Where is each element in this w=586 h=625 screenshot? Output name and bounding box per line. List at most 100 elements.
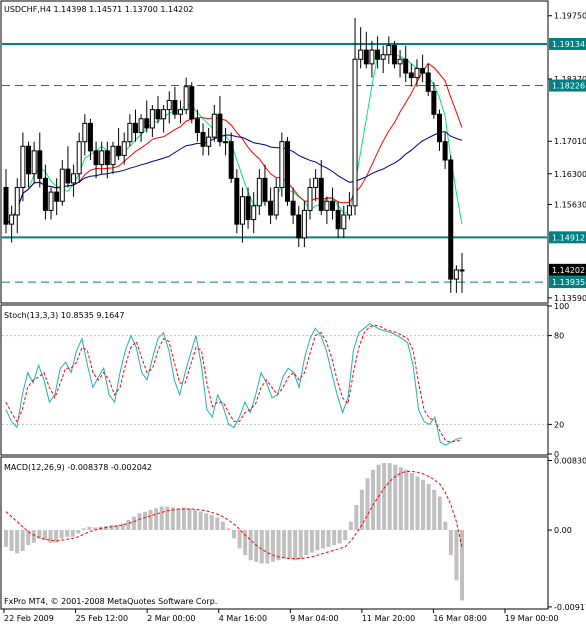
level-price-label: 1.18226 — [552, 82, 585, 91]
candle-body — [363, 49, 369, 65]
level-price-label: 1.19134 — [552, 40, 585, 49]
macd-histogram-bar — [315, 530, 320, 551]
stoch-panel-header: Stoch(13,3,3) 10.8535 9.1647 — [4, 311, 124, 320]
macd-histogram-bar — [282, 530, 287, 559]
candle-body — [31, 150, 37, 175]
candle-body — [42, 177, 48, 211]
macd-tick-label: 0.00 — [554, 526, 572, 535]
level-price-box — [549, 79, 586, 92]
candle-body — [104, 150, 110, 166]
candle-body — [71, 173, 77, 184]
macd-histogram-bar — [287, 530, 292, 559]
candle-body — [358, 49, 364, 60]
candle-body — [14, 186, 20, 216]
price-panel[interactable] — [2, 18, 547, 293]
macd-histogram-bar — [243, 530, 248, 556]
candle-body — [251, 205, 257, 221]
candle-body — [313, 177, 319, 188]
macd-histogram-bar — [15, 530, 20, 554]
candle-body — [284, 141, 290, 202]
macd-histogram-bar — [54, 530, 59, 543]
macd-histogram-bar — [159, 506, 164, 531]
time-tick-label: 4 Mar 16:00 — [219, 614, 267, 623]
macd-histogram-bar — [354, 504, 359, 531]
macd-histogram-bar — [131, 516, 136, 531]
level-price-box — [549, 37, 586, 50]
stochastic-panel[interactable] — [2, 323, 547, 446]
candle-body — [189, 86, 195, 120]
macd-histogram-bar — [409, 473, 414, 531]
candle-body — [166, 99, 172, 111]
candle-body — [138, 118, 144, 134]
candle-body — [178, 109, 184, 115]
candle-body — [341, 214, 347, 230]
time-tick-label: 25 Feb 12:00 — [76, 614, 128, 623]
macd-histogram-bar — [365, 478, 370, 531]
macd-histogram-bar — [204, 513, 209, 531]
candle-body — [453, 269, 459, 280]
copyright-text: FxPro MT4, © 2001-2008 MetaQuotes Softwa… — [4, 597, 217, 606]
candle-body — [408, 72, 414, 79]
macd-histogram-bar — [187, 508, 192, 531]
candle-body — [290, 200, 296, 216]
candle-body — [352, 58, 358, 207]
macd-histogram-bar — [359, 489, 364, 531]
macd-histogram-bar — [76, 530, 81, 534]
macd-histogram-bar — [70, 530, 75, 537]
candle-body — [442, 141, 448, 161]
macd-histogram-bar — [337, 530, 342, 544]
candle-body — [206, 136, 212, 147]
macd-histogram-bar — [165, 506, 170, 531]
macd-histogram-bar — [460, 530, 464, 601]
candle-body — [245, 196, 251, 221]
macd-histogram-bar — [92, 527, 97, 531]
candle-body — [403, 58, 409, 74]
macd-histogram-bar — [304, 530, 309, 556]
level-price-label: 1.13935 — [552, 278, 585, 287]
price-tick-label: 1.18370 — [554, 75, 586, 84]
candle-body — [268, 200, 274, 216]
macd-histogram-bar — [326, 530, 331, 547]
candle-body — [301, 209, 307, 239]
candle-body — [273, 186, 279, 216]
level-price-box — [549, 231, 586, 244]
candle-body — [375, 49, 381, 60]
price-panel-header: USDCHF,H4 1.14398 1.14571 1.13700 1.1420… — [4, 5, 193, 14]
macd-panel[interactable] — [4, 463, 464, 601]
macd-histogram-bar — [209, 514, 214, 531]
candle-body — [459, 269, 465, 272]
macd-histogram-bar — [37, 530, 42, 539]
macd-tick-label: -0.00917 — [554, 603, 586, 612]
candle-body — [318, 177, 324, 211]
macd-histogram-bar — [154, 508, 159, 531]
macd-histogram-bar — [432, 489, 437, 531]
stoch-tick-label: 80 — [554, 332, 564, 341]
macd-histogram-bar — [371, 469, 376, 531]
macd-histogram-bar — [404, 469, 409, 531]
macd-histogram-bar — [232, 530, 236, 539]
candle-body — [121, 141, 127, 156]
macd-histogram-bar — [26, 530, 31, 546]
macd-signal-line — [5, 470, 463, 560]
macd-histogram-bar — [42, 530, 47, 541]
macd-histogram-bar — [387, 463, 392, 531]
macd-histogram-bar — [443, 521, 448, 531]
macd-histogram-bar — [9, 530, 14, 552]
candle-body — [172, 99, 178, 115]
macd-histogram-bar — [398, 467, 403, 531]
candle-body — [425, 72, 431, 92]
candle-body — [65, 168, 71, 184]
macd-histogram-bar — [320, 530, 325, 549]
candle-body — [87, 122, 93, 152]
time-tick-label: 2 Mar 00:00 — [147, 614, 195, 623]
candle-body — [397, 58, 403, 65]
macd-histogram-bar — [454, 530, 459, 581]
stoch-tick-label: 20 — [554, 420, 564, 429]
candle-body — [54, 191, 60, 202]
macd-histogram-bar — [215, 517, 220, 531]
candle-body — [239, 196, 245, 225]
stoch-line-main — [5, 323, 463, 446]
candle-body — [369, 49, 375, 65]
macd-histogram-bar — [382, 463, 387, 531]
